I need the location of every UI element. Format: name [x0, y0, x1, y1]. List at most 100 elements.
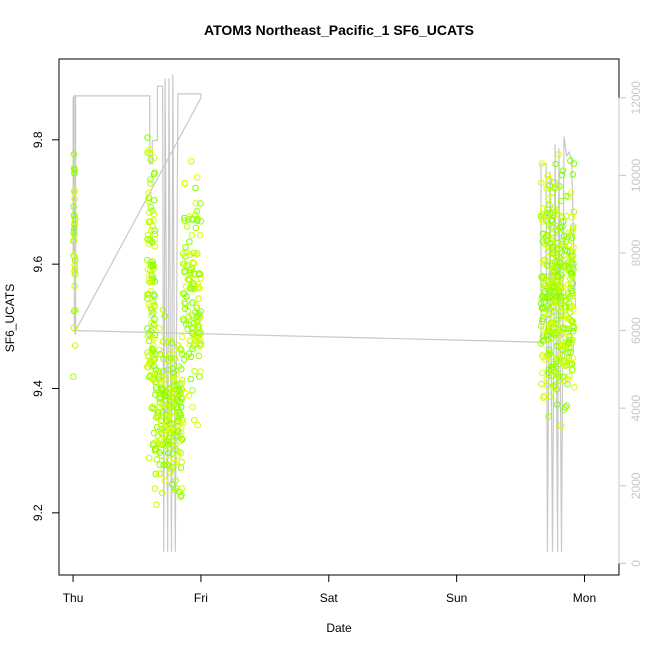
- data-point: [151, 315, 158, 323]
- data-point: [193, 304, 201, 312]
- data-point: [537, 340, 545, 347]
- data-point: [193, 174, 201, 181]
- data-point: [545, 221, 553, 229]
- data-point: [539, 218, 547, 225]
- data-point: [150, 320, 158, 328]
- data-point: [190, 249, 197, 257]
- data-point: [71, 170, 78, 177]
- data-point: [174, 404, 182, 412]
- data-point: [160, 431, 168, 438]
- x-axis-label: Date: [326, 621, 352, 635]
- data-point: [562, 192, 570, 200]
- altitude-line: [72, 74, 577, 552]
- data-point: [194, 421, 201, 429]
- data-point: [195, 271, 202, 278]
- data-point: [172, 477, 179, 484]
- data-point: [548, 230, 555, 237]
- data-point: [547, 353, 555, 361]
- data-point: [173, 383, 181, 390]
- data-point: [548, 322, 556, 329]
- data-point: [178, 485, 185, 492]
- data-point: [144, 295, 151, 302]
- data-point: [539, 215, 546, 223]
- data-point: [569, 292, 576, 300]
- data-point: [553, 316, 560, 324]
- data-point: [170, 459, 178, 466]
- y-right-tick-label: 6000: [629, 317, 643, 344]
- data-point: [542, 305, 549, 312]
- data-point: [560, 377, 568, 385]
- data-point: [178, 458, 185, 466]
- data-point: [151, 485, 159, 492]
- data-point: [567, 189, 575, 197]
- data-point: [165, 386, 172, 393]
- data-point: [560, 361, 568, 368]
- data-point: [155, 324, 163, 332]
- data-point: [152, 445, 159, 453]
- data-point: [544, 382, 551, 389]
- data-point: [541, 298, 548, 306]
- data-point: [551, 289, 559, 296]
- data-point: [193, 207, 201, 215]
- x-tick-label: Fri: [194, 591, 208, 605]
- data-point: [182, 283, 190, 290]
- data-point: [169, 424, 177, 432]
- data-point: [168, 398, 175, 405]
- data-point: [538, 160, 546, 167]
- y-left-tick-label: 9.4: [31, 380, 45, 397]
- data-point: [568, 234, 576, 241]
- data-point: [161, 477, 168, 485]
- data-point: [176, 345, 184, 352]
- data-point: [146, 279, 154, 286]
- data-point: [159, 408, 167, 415]
- data-point: [185, 392, 193, 399]
- data-point: [164, 449, 172, 457]
- data-point: [181, 217, 188, 224]
- data-point: [181, 180, 189, 187]
- data-point: [150, 197, 158, 204]
- data-point: [156, 449, 163, 456]
- data-point: [197, 342, 204, 349]
- data-point: [569, 327, 577, 335]
- data-point: [144, 349, 151, 356]
- data-point: [567, 316, 574, 323]
- data-point: [159, 338, 167, 345]
- data-point: [181, 267, 188, 275]
- data-point: [537, 300, 545, 307]
- data-point: [556, 224, 564, 231]
- data-point: [545, 311, 553, 318]
- data-point: [539, 318, 546, 325]
- data-point: [71, 225, 78, 232]
- data-point: [70, 228, 77, 236]
- data-point: [187, 353, 195, 361]
- data-point: [565, 339, 572, 347]
- data-point: [178, 492, 185, 499]
- data-point: [147, 180, 154, 187]
- data-point: [165, 435, 172, 442]
- data-point: [151, 292, 158, 300]
- x-tick-label: Thu: [63, 591, 84, 605]
- data-point: [153, 456, 161, 463]
- data-point: [557, 197, 565, 205]
- data-point: [196, 231, 204, 239]
- data-point: [562, 264, 570, 272]
- data-point: [561, 247, 569, 254]
- data-point: [186, 341, 194, 349]
- data-point: [150, 362, 158, 370]
- data-point: [165, 425, 173, 432]
- data-point: [156, 351, 164, 358]
- data-point: [167, 337, 174, 345]
- y-right-tick-label: 8000: [629, 239, 643, 266]
- data-point: [549, 368, 557, 376]
- data-point: [559, 346, 566, 353]
- data-point: [546, 240, 554, 247]
- data-point: [558, 171, 566, 179]
- data-point: [551, 381, 559, 389]
- data-point: [151, 331, 159, 339]
- data-point: [155, 470, 163, 478]
- data-point: [71, 267, 78, 275]
- data-point: [178, 376, 186, 384]
- data-point: [72, 306, 79, 314]
- x-tick-label: Sat: [320, 591, 339, 605]
